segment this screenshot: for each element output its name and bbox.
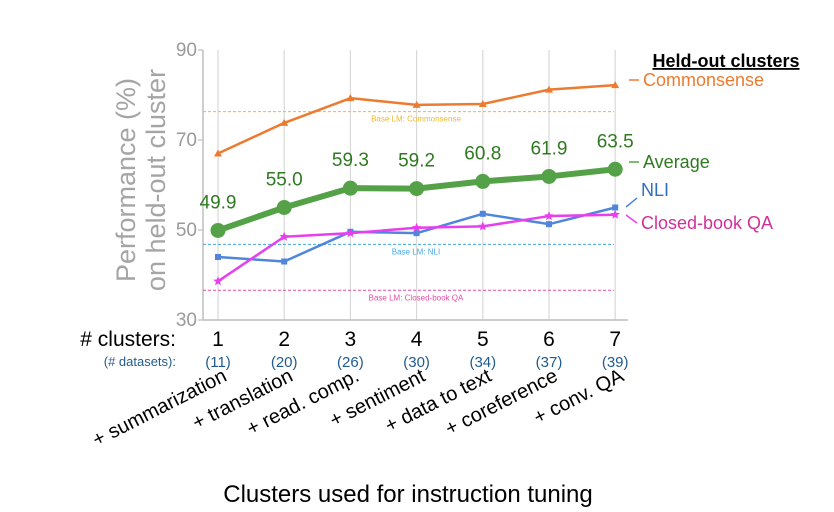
data-point-commonsense <box>545 85 553 93</box>
data-point-average <box>210 222 226 238</box>
data-point-commonsense <box>412 100 421 108</box>
data-point-average <box>409 181 425 197</box>
data-label-average: 61.9 <box>531 138 568 159</box>
data-point-commonsense <box>346 94 355 102</box>
data-point-average <box>475 173 491 189</box>
data-point-closed-book-qa <box>345 228 356 238</box>
data-label-average: 60.8 <box>464 143 501 164</box>
data-point-closed-book-qa <box>610 209 620 219</box>
legend-entry-nli: NLI <box>641 180 669 200</box>
dataset-count-label: (30) <box>403 354 430 371</box>
baseline-label: Base LM: Commonsense <box>371 115 461 124</box>
x-tick-label: 6 <box>543 328 555 351</box>
legend-entry-average: Average <box>643 152 710 172</box>
y-tick-label: 30 <box>176 310 197 331</box>
data-point-commonsense <box>214 149 222 157</box>
data-point-nli <box>413 230 420 237</box>
data-point-closed-book-qa <box>279 231 289 241</box>
data-label-average: 49.9 <box>200 192 237 213</box>
clusters-row-label: # clusters: <box>80 328 176 351</box>
data-point-commonsense <box>478 100 487 107</box>
data-point-commonsense <box>611 81 620 89</box>
data-point-commonsense <box>280 118 289 126</box>
y-axis-label-line2: on held-out cluster <box>141 69 171 291</box>
data-point-nli <box>281 258 288 265</box>
dataset-count-label: (37) <box>536 354 563 371</box>
legend-leader <box>625 197 638 208</box>
data-label-average: 59.3 <box>332 150 369 171</box>
baseline-label: Base LM: Closed-book QA <box>369 293 464 302</box>
data-point-closed-book-qa <box>544 211 554 221</box>
data-point-nli <box>546 221 552 228</box>
legend-leader <box>625 214 638 224</box>
data-point-closed-book-qa <box>213 276 223 286</box>
y-tick-label: 50 <box>176 220 197 241</box>
x-tick-label: 7 <box>609 328 621 351</box>
x-tick-label: 3 <box>345 328 357 351</box>
dataset-count-label: (39) <box>602 354 629 371</box>
x-tick-label: 5 <box>477 328 489 351</box>
data-label-average: 63.5 <box>597 131 634 152</box>
y-tick-label: 90 <box>176 40 197 61</box>
data-label-average: 55.0 <box>266 170 303 191</box>
data-point-nli <box>215 254 221 260</box>
y-axis-label-line1: Performance (%) <box>111 78 141 282</box>
x-tick-label: 1 <box>212 328 224 351</box>
dataset-count-label: (20) <box>271 354 298 371</box>
data-label-average: 59.2 <box>398 151 435 172</box>
y-tick-label: 70 <box>176 130 197 151</box>
data-point-average <box>607 161 623 177</box>
data-point-nli <box>479 210 486 217</box>
legend-entry-commonsense: Commonsense <box>643 70 764 90</box>
legend-entry-closed-book-qa: Closed-book QA <box>641 213 773 233</box>
dataset-count-label: (11) <box>205 354 231 371</box>
datasets-row-label: (# datasets): <box>104 354 176 369</box>
data-point-average <box>276 200 292 215</box>
dataset-count-label: (26) <box>337 354 364 371</box>
x-tick-label: 4 <box>411 328 423 351</box>
data-point-average <box>342 180 358 196</box>
x-tick-label: 2 <box>278 328 290 351</box>
data-point-nli <box>612 204 619 211</box>
data-point-closed-book-qa <box>478 221 488 231</box>
data-point-closed-book-qa <box>411 222 422 232</box>
dataset-count-label: (34) <box>469 354 496 371</box>
data-point-average <box>541 168 557 184</box>
baseline-label: Base LM: NLI <box>392 247 440 256</box>
x-axis-label: Clusters used for instruction tuning <box>223 481 593 508</box>
legend-title: Held-out clusters <box>652 51 799 71</box>
